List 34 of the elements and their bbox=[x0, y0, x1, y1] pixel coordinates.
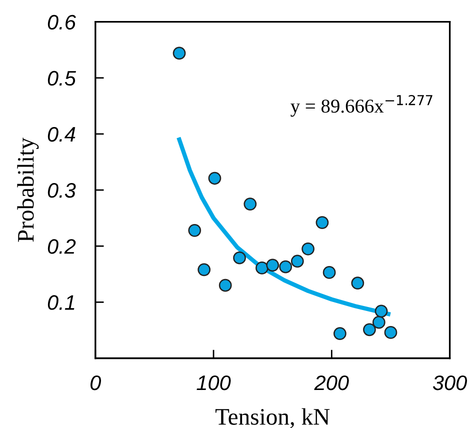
point bbox=[244, 198, 257, 210]
point bbox=[302, 242, 314, 256]
point bbox=[290, 254, 304, 268]
y-tick-label: 0.5 bbox=[48, 70, 76, 86]
x-axis-title: Tension, kN bbox=[215, 408, 330, 428]
point bbox=[322, 266, 336, 279]
y-axis-title: Probability bbox=[17, 138, 39, 242]
y-tick-label: 0.2 bbox=[48, 239, 76, 254]
x-tick-label: 100 bbox=[196, 375, 231, 390]
x-tick-label: 0 bbox=[90, 375, 102, 390]
point bbox=[233, 251, 246, 264]
y-tick-label: 0.4 bbox=[48, 126, 76, 142]
point bbox=[198, 263, 211, 276]
point bbox=[363, 323, 376, 336]
line-series bbox=[177, 137, 390, 316]
y-tick-label: 0.1 bbox=[48, 295, 74, 310]
x-tick-label: 300 bbox=[432, 375, 467, 390]
point bbox=[351, 276, 364, 290]
point bbox=[316, 216, 329, 229]
annotation: y = 89.666x$^{−1.277}$ bbox=[290, 94, 432, 117]
point bbox=[333, 327, 346, 340]
point bbox=[218, 278, 232, 292]
point bbox=[266, 258, 280, 272]
point bbox=[256, 262, 268, 274]
point bbox=[372, 316, 386, 329]
y-tick-label: 0.6 bbox=[48, 14, 76, 30]
point bbox=[188, 224, 202, 237]
point bbox=[384, 326, 398, 339]
y-tick-label: 0.3 bbox=[48, 183, 76, 198]
point bbox=[172, 46, 186, 60]
x-tick-label: 200 bbox=[314, 375, 349, 390]
point bbox=[374, 304, 388, 318]
point bbox=[279, 260, 292, 274]
point bbox=[208, 172, 222, 185]
